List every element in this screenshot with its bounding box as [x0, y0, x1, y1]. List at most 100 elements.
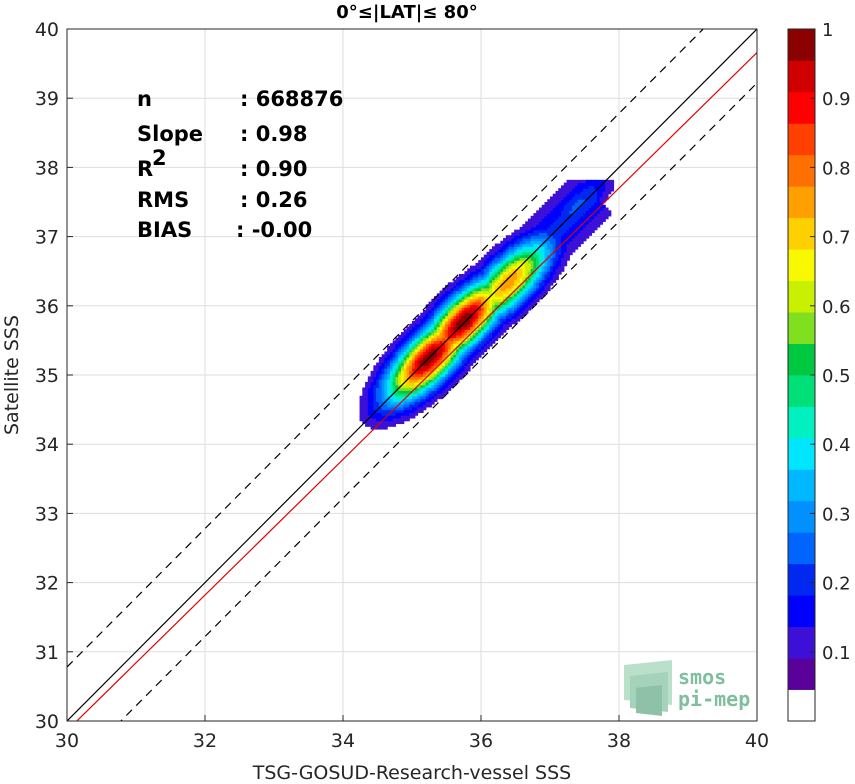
- density-cell: [572, 237, 576, 242]
- density-cell: [445, 304, 449, 308]
- y-tick-label: 34: [35, 434, 59, 456]
- density-cell: [450, 373, 454, 377]
- density-cell: [417, 348, 421, 353]
- density-cell: [464, 285, 468, 289]
- density-cell: [469, 348, 474, 353]
- density-cell: [511, 318, 515, 322]
- density-cell: [461, 304, 466, 308]
- density-cell: [569, 249, 573, 253]
- density-cell: [425, 309, 430, 314]
- density-cell: [458, 290, 463, 294]
- density-cell: [420, 390, 424, 394]
- density-cell: [547, 221, 551, 225]
- density-cell: [412, 357, 416, 361]
- density-cell: [420, 381, 424, 386]
- density-cell: [420, 332, 424, 336]
- density-cell: [503, 287, 507, 292]
- density-cell: [591, 210, 595, 214]
- density-cell: [572, 182, 576, 186]
- colorbar-segment: [788, 343, 815, 376]
- density-cell: [376, 420, 380, 425]
- density-cell: [547, 271, 551, 275]
- density-cell: [436, 332, 441, 336]
- density-cell: [500, 304, 504, 308]
- density-cell: [453, 326, 457, 330]
- density-cell: [409, 406, 413, 411]
- density-cell: [367, 390, 372, 394]
- density-cell: [508, 312, 512, 317]
- density-cell: [481, 329, 485, 333]
- density-cell: [583, 185, 587, 189]
- density-cell: [596, 224, 601, 228]
- density-cell: [467, 268, 471, 272]
- density-cell: [384, 426, 388, 430]
- density-cell: [561, 262, 565, 267]
- density-cell: [538, 232, 543, 236]
- one-to-one-line: [67, 29, 757, 721]
- density-cell: [434, 359, 438, 364]
- density-cell: [585, 179, 590, 184]
- density-cell: [492, 276, 496, 281]
- density-cell: [378, 384, 383, 389]
- density-cell: [439, 351, 443, 355]
- density-cell: [492, 332, 496, 336]
- x-tick-label: 32: [193, 730, 217, 752]
- density-cell: [384, 379, 388, 383]
- density-cell: [552, 199, 557, 203]
- density-cell: [536, 210, 540, 214]
- density-cell: [563, 251, 568, 256]
- density-cell: [519, 271, 523, 275]
- density-cell: [403, 359, 408, 364]
- density-cell: [442, 304, 446, 308]
- density-cell: [434, 381, 438, 386]
- density-cell: [588, 210, 592, 214]
- density-cell: [580, 190, 584, 195]
- density-cell: [511, 298, 515, 303]
- density-cell: [414, 409, 419, 413]
- density-cell: [486, 318, 490, 322]
- density-cell: [514, 246, 518, 250]
- density-cell: [503, 268, 507, 272]
- density-cell: [602, 190, 606, 195]
- density-cell: [558, 265, 562, 270]
- density-cell: [439, 357, 443, 361]
- density-cell: [389, 420, 394, 425]
- density-cell: [558, 229, 562, 234]
- density-cell: [555, 260, 559, 264]
- density-cell: [414, 398, 419, 402]
- density-cell: [481, 351, 485, 355]
- density-cell: [414, 318, 419, 322]
- density-cell: [492, 315, 496, 319]
- density-cell: [544, 246, 548, 250]
- density-cell: [503, 237, 507, 242]
- density-cell: [445, 315, 449, 319]
- density-cell: [428, 379, 432, 383]
- density-cell: [439, 318, 443, 322]
- density-cell: [478, 321, 482, 325]
- colorbar-segment: [788, 658, 815, 690]
- density-cell: [580, 210, 584, 214]
- density-cell: [538, 282, 543, 286]
- density-cell: [533, 262, 537, 267]
- density-cell: [475, 262, 479, 267]
- density-cell: [428, 343, 432, 347]
- density-cell: [453, 362, 457, 366]
- density-cell: [555, 240, 559, 245]
- density-cell: [387, 345, 391, 350]
- density-cell: [387, 406, 391, 411]
- density-cell: [566, 221, 570, 225]
- density-cell: [400, 415, 405, 419]
- density-cell: [483, 282, 488, 286]
- density-cell: [425, 398, 430, 402]
- density-cell: [428, 404, 432, 408]
- density-cell: [481, 315, 485, 319]
- density-cell: [378, 409, 383, 413]
- density-cell: [486, 260, 490, 264]
- density-cell: [420, 345, 424, 350]
- density-cell: [563, 204, 568, 209]
- density-cell: [442, 390, 446, 394]
- density-cell: [550, 257, 554, 261]
- density-cell: [442, 387, 446, 391]
- density-cell: [389, 345, 394, 350]
- density-cell: [478, 326, 482, 330]
